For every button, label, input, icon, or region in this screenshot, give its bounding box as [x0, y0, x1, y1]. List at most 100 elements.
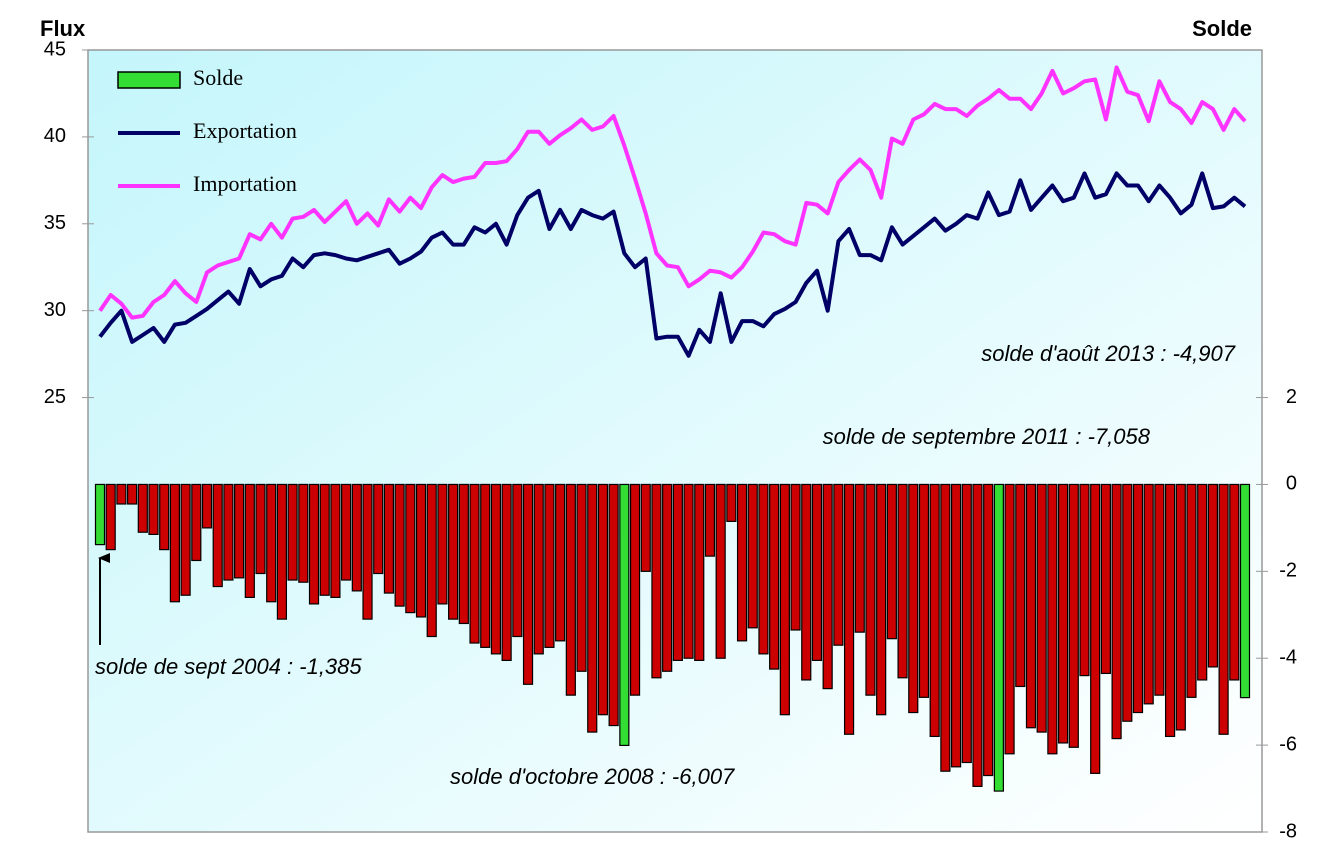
bar: [950, 483, 962, 768]
bar: [608, 483, 619, 727]
bar: [961, 483, 972, 764]
bar: [1057, 483, 1069, 744]
bar: [362, 483, 373, 620]
y-tick-label: 45: [44, 38, 66, 60]
bar: [1197, 483, 1208, 681]
bar: [276, 483, 288, 620]
y-tick-label: 40: [44, 125, 66, 147]
bar: [244, 483, 255, 599]
bar: [298, 483, 309, 583]
legend-swatch: [117, 71, 181, 89]
bar: [351, 483, 362, 592]
annotation: solde d'août 2013 : -4,907: [981, 341, 1235, 366]
bar: [94, 483, 106, 546]
bar: [726, 483, 737, 522]
bar: [116, 483, 127, 505]
bar: [1090, 483, 1101, 774]
bar: [662, 483, 673, 672]
bar: [212, 483, 223, 588]
bar: [330, 483, 341, 599]
bar: [886, 483, 897, 640]
bar: [448, 483, 459, 620]
bar: [127, 483, 138, 505]
y-axis-title: Flux: [40, 16, 86, 41]
annotation: solde de septembre 2011 : -7,058: [823, 424, 1151, 449]
bar: [576, 483, 587, 672]
bar: [640, 483, 651, 572]
bar: [426, 483, 437, 638]
line: [98, 171, 1247, 358]
bar: [1036, 483, 1047, 733]
bar: [383, 483, 395, 594]
y2-tick-label: -8: [1279, 820, 1297, 842]
bar: [1207, 483, 1218, 668]
bar: [1154, 483, 1165, 696]
y2-tick-label: 2: [1286, 386, 1297, 408]
bar: [854, 483, 865, 633]
bar: [587, 483, 598, 733]
annotation: solde de sept 2004 : -1,385: [95, 654, 362, 679]
y-tick-label: 30: [44, 299, 66, 321]
bar: [811, 483, 823, 661]
bar: [501, 483, 512, 661]
bar: [394, 483, 405, 607]
legend-label: Importation: [193, 171, 297, 196]
bar: [287, 483, 298, 581]
bar: [341, 483, 352, 581]
bar: [180, 483, 191, 596]
line: [98, 65, 1247, 320]
bar: [704, 483, 716, 557]
bar: [266, 483, 277, 603]
bar: [672, 483, 683, 661]
bar: [983, 483, 994, 777]
bar: [308, 483, 320, 605]
bar: [319, 483, 330, 596]
bar: [1122, 483, 1133, 722]
bar: [993, 483, 1004, 792]
bar: [1143, 483, 1154, 705]
bar: [651, 483, 662, 679]
bar: [191, 483, 202, 562]
bar: [373, 483, 384, 575]
bar: [865, 483, 876, 696]
legend-label: Solde: [193, 65, 243, 90]
bar: [1015, 483, 1026, 688]
bar: [201, 483, 213, 529]
bar: [405, 483, 416, 614]
bar: [833, 483, 844, 646]
legend-label: Exportation: [193, 118, 297, 143]
bar: [629, 483, 641, 696]
bar: [769, 483, 780, 670]
y2-axis-title: Solde: [1192, 16, 1252, 41]
y2-tick-label: -4: [1279, 647, 1297, 669]
bar: [822, 483, 833, 690]
bar: [1164, 483, 1176, 738]
bar: [801, 483, 812, 681]
bar: [929, 483, 940, 738]
bar: [255, 483, 266, 575]
bar: [522, 483, 534, 685]
bar: [736, 483, 748, 642]
y-tick-label: 35: [44, 212, 66, 234]
bar: [758, 483, 769, 655]
bar: [415, 483, 427, 618]
y2-tick-label: -2: [1279, 560, 1297, 582]
bar: [1004, 483, 1015, 755]
bar: [747, 483, 758, 629]
bar: [619, 483, 630, 747]
bar: [694, 483, 705, 661]
bar: [940, 483, 951, 772]
bar: [234, 483, 245, 579]
bar: [105, 483, 116, 551]
bar: [918, 483, 930, 698]
bar: [897, 483, 908, 679]
bar: [555, 483, 566, 642]
bar: [1218, 483, 1229, 735]
bar: [1111, 483, 1122, 740]
bar: [565, 483, 576, 696]
bar: [148, 483, 159, 536]
bar: [458, 483, 469, 625]
bar: [683, 483, 694, 659]
bar: [1229, 483, 1240, 681]
